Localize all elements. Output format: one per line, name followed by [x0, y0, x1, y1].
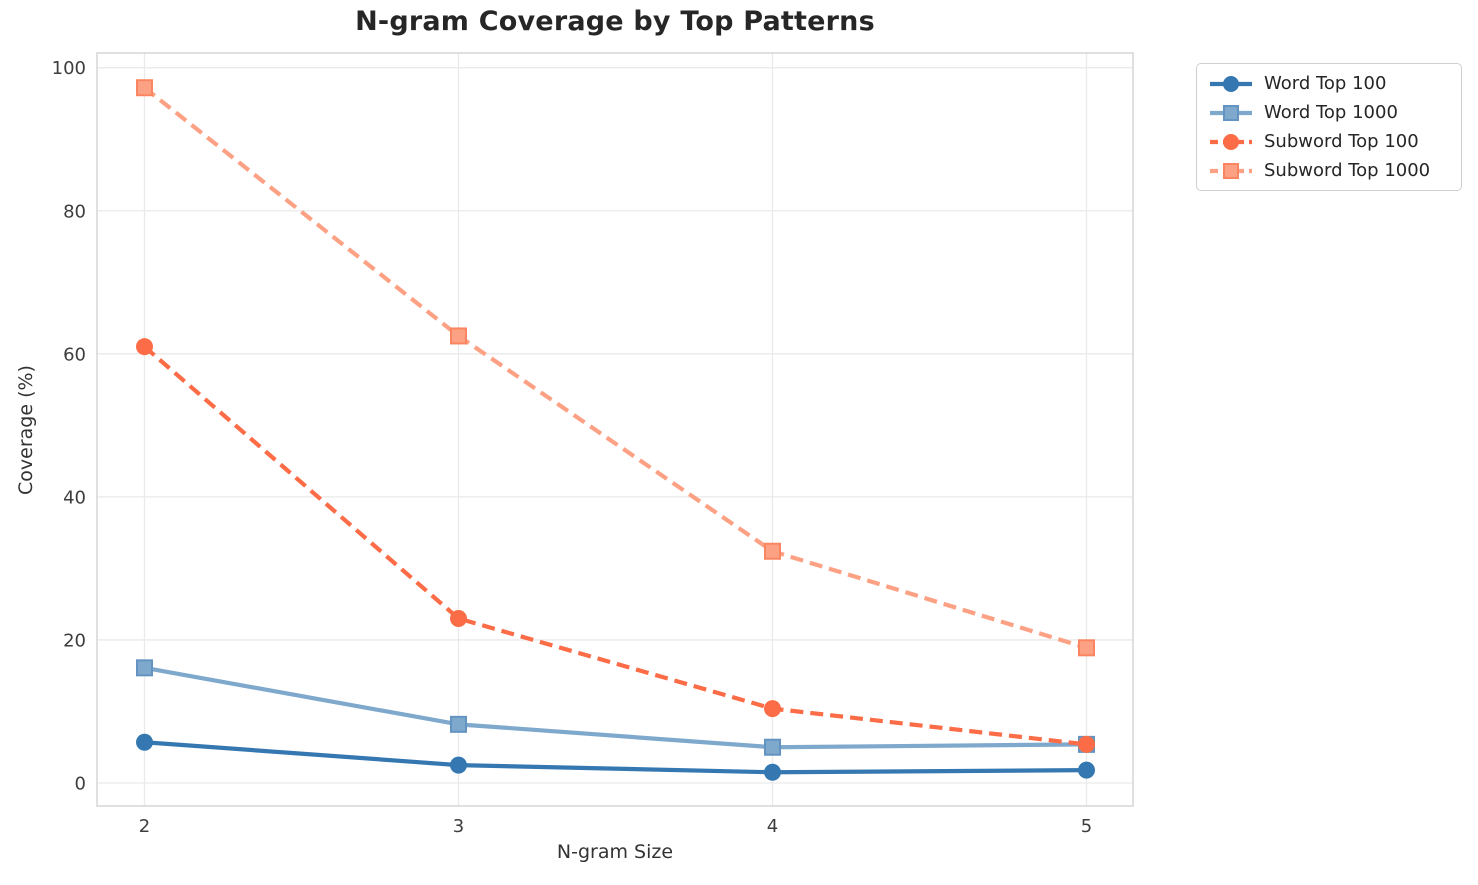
legend-item-word-top-1000: Word Top 1000	[1207, 101, 1451, 125]
y-tick-label: 40	[63, 487, 86, 508]
x-axis-label: N-gram Size	[556, 841, 674, 863]
marker-word-top-100	[764, 763, 781, 781]
legend-label: Word Top 1000	[1264, 102, 1398, 123]
marker-subword-top-100	[136, 338, 153, 356]
marker-subword-top-1000	[136, 79, 153, 97]
axes-frame	[96, 52, 1134, 807]
series-line-subword-top-1000	[143, 86, 1088, 650]
x-tick-label: 3	[453, 816, 464, 837]
marker-subword-top-100	[450, 609, 467, 627]
marker-subword-top-100	[764, 700, 781, 718]
legend-sample-solid-line	[1210, 75, 1252, 92]
y-tick-label: 0	[75, 774, 86, 795]
chart-title: N-gram Coverage by Top Patterns	[355, 6, 875, 37]
series-line-word-top-100	[144, 740, 1087, 775]
marker-word-top-1000	[764, 738, 781, 756]
legend-item-subword-top-1000: Subword Top 1000	[1207, 159, 1451, 183]
marker-word-top-1000	[136, 659, 153, 677]
marker-subword-top-1000	[1078, 639, 1095, 657]
y-tick-label: 60	[63, 344, 86, 365]
marker-subword-top-100	[1078, 735, 1095, 753]
legend-marker-circle-icon	[1223, 133, 1239, 150]
legend-label: Word Top 100	[1264, 73, 1387, 94]
legend-item-subword-top-100: Subword Top 100	[1207, 130, 1451, 154]
x-tick-label: 4	[767, 816, 778, 837]
x-tick-label: 5	[1081, 816, 1092, 837]
legend-sample-dashed-line	[1210, 133, 1252, 150]
marker-word-top-100	[136, 733, 153, 751]
y-tick-label: 80	[63, 201, 86, 222]
y-tick-label: 100	[52, 58, 86, 79]
marker-word-top-100	[450, 756, 467, 774]
marker-word-top-100	[1078, 761, 1095, 779]
y-axis-label-wrap: Coverage (%)	[0, 53, 52, 806]
marker-subword-top-1000	[764, 542, 781, 560]
series-line-subword-top-100	[143, 345, 1087, 747]
legend-sample-solid-line	[1210, 104, 1252, 121]
x-tick-label: 2	[139, 816, 150, 837]
legend-label: Subword Top 1000	[1264, 160, 1431, 181]
series-line-word-top-1000	[144, 665, 1087, 750]
legend-item-word-top-100: Word Top 100	[1207, 72, 1451, 96]
legend-label: Subword Top 100	[1264, 131, 1419, 152]
legend-marker-square-icon	[1223, 104, 1239, 121]
marker-word-top-1000	[450, 715, 467, 733]
legend-sample-dashed-line	[1210, 162, 1252, 179]
y-tick-label: 20	[63, 630, 86, 651]
marker-subword-top-1000	[450, 327, 467, 345]
legend-marker-circle-icon	[1223, 75, 1239, 92]
legend: Word Top 100 Word Top 1000 Subword Top 100…	[1196, 63, 1462, 191]
legend-marker-square-icon	[1223, 162, 1239, 179]
y-axis-label: Coverage (%)	[15, 364, 38, 495]
